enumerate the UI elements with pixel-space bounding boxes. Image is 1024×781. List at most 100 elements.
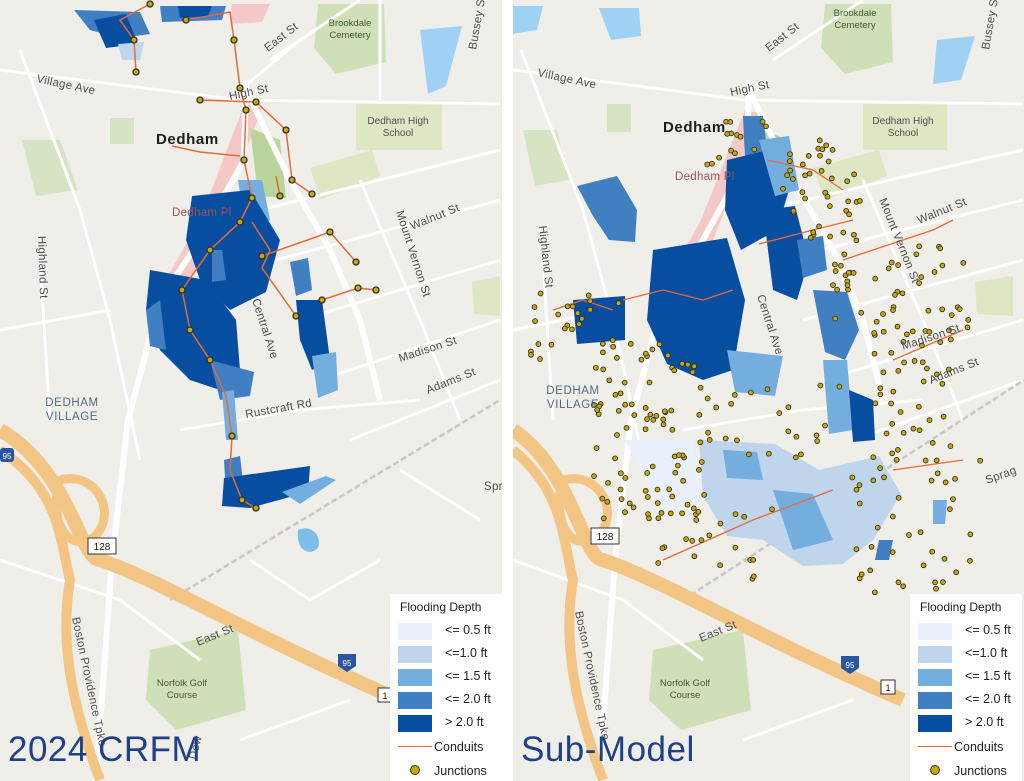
junction-marker <box>548 341 555 348</box>
street-label-central-ave: Central Ave <box>754 293 785 356</box>
junction-marker <box>950 496 956 502</box>
street-label-east-st: East St <box>262 20 301 54</box>
junction-marker <box>807 234 814 241</box>
junction-marker <box>827 233 833 240</box>
junction-marker <box>697 384 704 391</box>
junction-marker <box>717 520 724 527</box>
flood-zone <box>577 176 637 242</box>
junction-marker <box>604 498 611 505</box>
junction-marker <box>888 349 895 356</box>
junction-marker <box>849 474 856 481</box>
junction-marker <box>919 342 925 349</box>
junction-marker <box>318 296 326 304</box>
legend-label: <=1.0 ft <box>445 646 488 660</box>
junction-marker <box>750 573 757 580</box>
legend-title: Flooding Depth <box>920 600 1002 614</box>
junction-marker <box>843 207 850 214</box>
flood-zone <box>647 238 745 380</box>
flood-zone <box>727 350 783 396</box>
junction-marker <box>282 126 290 134</box>
junction-marker <box>679 510 685 517</box>
junction-marker <box>787 158 793 164</box>
legend-item: > 2.0 ft <box>910 712 1022 735</box>
junction-marker <box>704 395 711 402</box>
map-canvas-left: East St Bussey St Village Ave High St De… <box>0 0 502 781</box>
junction-marker <box>832 315 839 322</box>
junction-marker <box>252 98 260 106</box>
junction-marker <box>587 306 594 313</box>
junction-marker <box>662 408 668 415</box>
shield-i95-south: 95 <box>338 654 356 672</box>
conduit-line-icon <box>398 746 432 747</box>
panel-label-crfm: 2024 CRFM <box>8 730 202 769</box>
cemetery-area <box>821 4 893 74</box>
junction-marker <box>900 429 907 436</box>
junction-marker <box>288 176 296 184</box>
junction-marker <box>642 350 649 357</box>
junction-marker <box>585 292 592 299</box>
junction-marker <box>828 175 835 182</box>
flood-zone <box>933 500 947 524</box>
junction-marker <box>765 450 772 457</box>
junction-marker <box>605 479 611 486</box>
junction-marker <box>621 379 628 386</box>
junction-marker <box>674 462 681 469</box>
junction-marker <box>528 351 534 358</box>
junction-marker <box>919 359 926 366</box>
junction-marker <box>977 457 983 464</box>
junction-marker <box>946 366 952 373</box>
cemetery-area <box>314 4 386 74</box>
conduit-line-icon <box>918 746 952 747</box>
junction-marker <box>579 315 585 322</box>
junction-marker <box>829 147 836 153</box>
junction-marker <box>840 229 847 236</box>
junction-marker <box>868 543 875 550</box>
village-label-line2: VILLAGE <box>547 399 599 411</box>
junction-marker <box>890 307 896 313</box>
junction-marker <box>230 36 238 44</box>
junction-marker <box>769 506 775 513</box>
cemetery-label: Brookdale <box>834 8 877 19</box>
junction-marker <box>929 440 936 446</box>
junction-marker <box>696 411 703 418</box>
junction-marker <box>646 379 653 386</box>
junction-marker <box>623 425 630 431</box>
panel-divider <box>502 0 513 781</box>
flood-zone <box>773 490 833 550</box>
junction-marker <box>817 382 824 389</box>
town-label-dedham: Dedham <box>156 131 219 148</box>
junction-marker <box>827 203 833 209</box>
junction-marker <box>841 251 848 258</box>
junction-layer <box>130 0 380 512</box>
junction-marker <box>685 361 691 368</box>
junction-marker <box>132 68 140 76</box>
junction-marker <box>888 259 895 266</box>
junction-marker <box>799 189 806 196</box>
junction-marker <box>599 495 606 502</box>
junction-marker <box>819 146 826 153</box>
junction-marker <box>644 494 651 500</box>
street-label-rustcraft-rd: Rustcraft Rd <box>244 397 313 421</box>
legend-swatch <box>918 646 952 663</box>
golf-area <box>146 630 246 730</box>
junction-marker <box>965 317 972 323</box>
junction-marker <box>622 509 628 516</box>
cemetery-label-line2: Cemetery <box>329 30 370 41</box>
junction-marker <box>146 0 154 8</box>
junction-marker <box>655 560 662 566</box>
junction-marker <box>722 435 729 442</box>
junction-marker <box>802 172 808 179</box>
school-field <box>310 150 380 200</box>
junction-marker <box>784 172 790 179</box>
junction-marker <box>885 265 892 272</box>
flood-zone <box>823 360 853 434</box>
legend-swatch <box>918 715 952 732</box>
junction-marker <box>940 413 947 420</box>
junction-marker <box>934 470 941 477</box>
junction-marker <box>698 459 705 465</box>
junction-marker <box>228 432 236 440</box>
flood-zone <box>312 352 338 398</box>
legend-label: <= 1.5 ft <box>965 669 1011 683</box>
map-canvas-right: East St Bussey St Village Ave High St De… <box>513 0 1024 781</box>
junction-marker <box>240 156 248 164</box>
